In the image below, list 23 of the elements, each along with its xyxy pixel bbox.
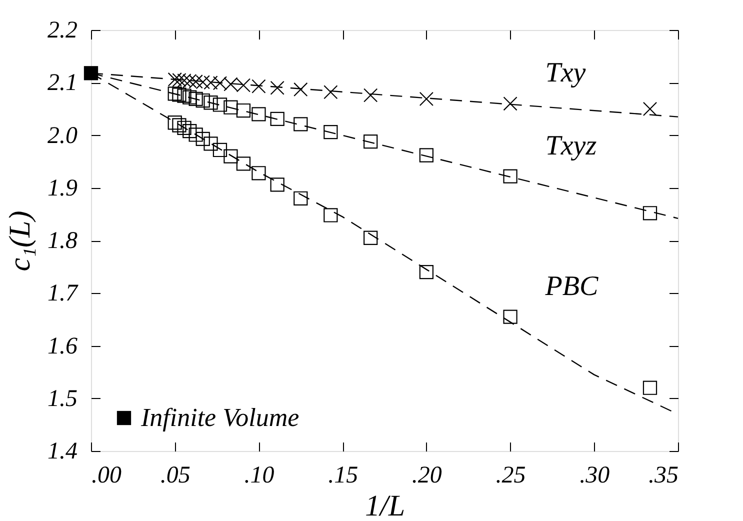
y-tick-label: 1.6: [48, 333, 78, 360]
x-tick-label: .00: [92, 462, 122, 488]
x-axis-title: 1/L: [364, 490, 406, 521]
y-tick-label: 1.5: [48, 386, 78, 412]
y-tick-label: 1.7: [48, 280, 78, 307]
y-axis-title: c₁(L): [4, 210, 36, 272]
x-tick-label: .10: [244, 462, 274, 488]
y-tick-label: 2.0: [48, 122, 78, 149]
y-tick-label: 1.8: [48, 228, 78, 254]
x-tick-label: .30: [580, 462, 610, 488]
x-tick-label: .35: [648, 462, 678, 488]
y-tick-label: 2.2: [48, 18, 78, 44]
y-tick-label: 2.1: [48, 70, 78, 96]
legend-label: Infinite Volume: [140, 403, 300, 432]
x-tick-label: .05: [160, 462, 190, 488]
y-tick-label: 1.9: [48, 175, 78, 202]
series-label: PBC: [544, 270, 598, 302]
series-label: Txyz: [545, 130, 597, 162]
x-tick-label: .20: [412, 462, 442, 488]
y-tick-label: 1.4: [48, 438, 78, 464]
series-label: Txy: [545, 58, 586, 89]
x-tick-label: .15: [328, 462, 358, 488]
x-tick-label: .25: [496, 462, 526, 488]
